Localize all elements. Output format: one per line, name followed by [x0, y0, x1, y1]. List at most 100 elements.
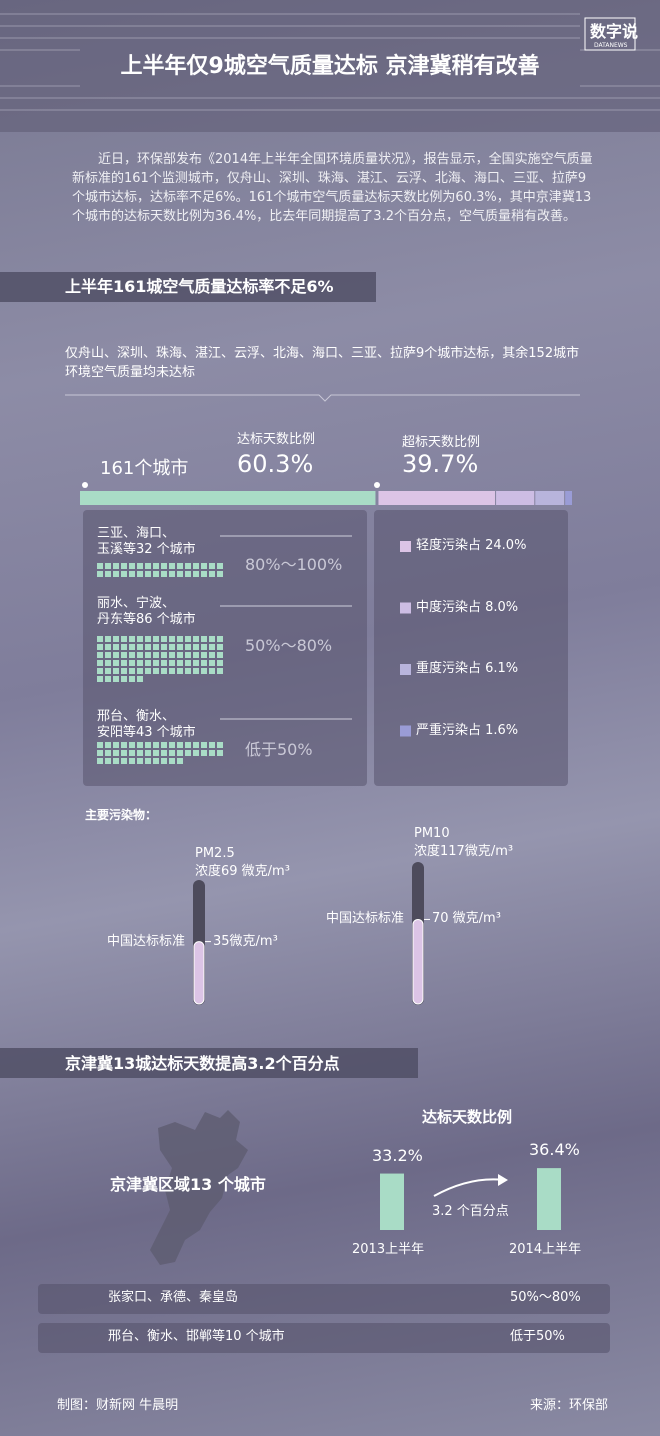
city-square — [129, 652, 135, 658]
row-cities: 张家口、承德、秦皇岛 — [108, 1290, 239, 1305]
change-label: 3.2 个百分点 — [432, 1204, 509, 1219]
standard-label: 中国达标标准 — [326, 911, 405, 927]
group-name: 丹东等86 个城市 — [97, 612, 196, 627]
city-square — [129, 750, 135, 756]
city-square — [145, 660, 151, 666]
legend-swatch — [400, 725, 411, 737]
city-square — [153, 644, 159, 650]
exceeding-value: 39.7% — [402, 450, 479, 478]
city-square — [161, 652, 167, 658]
city-square — [161, 636, 167, 642]
city-square — [153, 571, 159, 577]
source: 来源：环保部 — [530, 1398, 609, 1413]
city-square — [145, 742, 151, 748]
bar-value: 36.4% — [529, 1140, 580, 1160]
section-bar — [0, 272, 376, 302]
exceeding-label: 超标天数比例 — [402, 435, 481, 450]
chart-title: 达标天数比例 — [422, 1108, 513, 1126]
section-title: 京津冀13城达标天数提高3.2个百分点 — [65, 1054, 340, 1073]
city-square — [121, 750, 127, 756]
city-square — [105, 636, 111, 642]
city-square — [193, 652, 199, 658]
city-squares — [97, 742, 223, 764]
city-square — [201, 652, 207, 658]
pollution-segment — [378, 491, 496, 505]
city-square — [169, 750, 175, 756]
city-square — [161, 742, 167, 748]
bar-category: 2014上半年 — [509, 1242, 582, 1257]
row-bg — [38, 1284, 610, 1314]
city-square — [185, 660, 191, 666]
city-square — [177, 668, 183, 674]
city-square — [153, 758, 159, 764]
city-square — [193, 660, 199, 666]
compliant-bar — [80, 491, 376, 505]
city-square — [201, 750, 207, 756]
region-map — [150, 1110, 248, 1265]
city-square — [113, 660, 119, 666]
city-square — [145, 750, 151, 756]
city-square — [217, 571, 223, 577]
city-square — [217, 636, 223, 642]
bar — [537, 1168, 561, 1230]
city-square — [97, 652, 103, 658]
row-range: 50%～80% — [510, 1290, 581, 1305]
compliant-label: 达标天数比例 — [237, 432, 316, 447]
city-square — [209, 636, 215, 642]
legend-swatch — [400, 541, 411, 552]
city-square — [105, 660, 111, 666]
city-square — [209, 644, 215, 650]
city-square — [217, 750, 223, 756]
city-square — [177, 563, 183, 569]
city-square — [137, 571, 143, 577]
city-square — [121, 742, 127, 748]
city-square — [201, 644, 207, 650]
city-square — [105, 652, 111, 658]
city-square — [97, 750, 103, 756]
city-square — [153, 750, 159, 756]
city-square — [217, 668, 223, 674]
city-square — [137, 742, 143, 748]
city-square — [121, 571, 127, 577]
city-square — [169, 636, 175, 642]
city-square — [217, 652, 223, 658]
city-square — [129, 758, 135, 764]
city-square — [145, 563, 151, 569]
city-square — [193, 668, 199, 674]
city-square — [121, 660, 127, 666]
city-square — [169, 660, 175, 666]
city-square — [209, 571, 215, 577]
brand-sub: DATANEWS — [594, 42, 628, 49]
city-square — [193, 644, 199, 650]
city-square — [185, 652, 191, 658]
city-square — [169, 758, 175, 764]
city-square — [121, 644, 127, 650]
city-square — [129, 742, 135, 748]
city-square — [105, 644, 111, 650]
city-square — [121, 652, 127, 658]
pollutant-concentration: 浓度117微克/m³ — [414, 844, 514, 859]
city-square — [177, 636, 183, 642]
city-square — [97, 571, 103, 577]
group-range: 80%～100% — [245, 555, 343, 574]
city-square — [129, 660, 135, 666]
city-square — [113, 652, 119, 658]
city-square — [113, 758, 119, 764]
city-square — [105, 571, 111, 577]
city-square — [177, 660, 183, 666]
city-square — [193, 571, 199, 577]
panel — [83, 510, 367, 786]
compliant-value: 60.3% — [237, 450, 314, 478]
city-square — [121, 676, 127, 682]
city-square — [161, 660, 167, 666]
city-square — [161, 668, 167, 674]
city-square — [97, 660, 103, 666]
legend-label: 中度污染占 8.0% — [416, 599, 519, 615]
city-square — [201, 636, 207, 642]
city-square — [177, 571, 183, 577]
city-square — [217, 660, 223, 666]
city-square — [105, 668, 111, 674]
brand-name: 数字说 — [590, 22, 639, 41]
city-square — [113, 644, 119, 650]
city-square — [209, 563, 215, 569]
